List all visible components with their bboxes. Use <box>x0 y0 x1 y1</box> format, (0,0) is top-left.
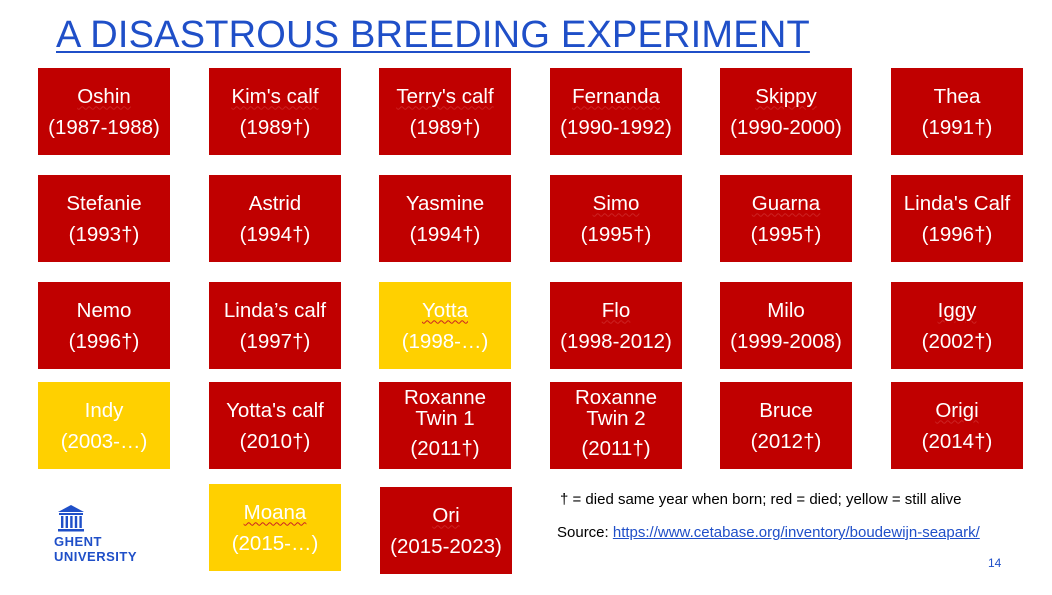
animal-name: Origi <box>935 398 979 422</box>
logo-line-2: UNIVERSITY <box>54 549 138 564</box>
animal-card: Iggy (2002†) <box>891 282 1023 369</box>
animal-name: Skippy <box>755 84 817 108</box>
university-building-icon <box>58 505 84 532</box>
animal-card: Guarna (1995†) <box>720 175 852 262</box>
animal-years: (1990-1992) <box>560 115 672 139</box>
animal-card: Linda’s calf (1997†) <box>209 282 341 369</box>
animal-card: Ori (2015-2023) <box>380 487 512 574</box>
ghent-university-logo: GHENT UNIVERSITY <box>54 504 137 564</box>
animal-name: Yotta's calf <box>226 398 324 422</box>
animal-years: (1997†) <box>239 329 311 353</box>
animal-card: Stefanie (1993†) <box>38 175 170 262</box>
animal-years: (1994†) <box>409 222 481 246</box>
animal-years: (2010†) <box>239 429 311 453</box>
animal-years: (1989†) <box>239 115 311 139</box>
animal-years: (2012†) <box>750 429 822 453</box>
animal-name: Yotta <box>422 298 468 322</box>
animal-years: (1987-1988) <box>48 115 160 139</box>
animal-years: (1994†) <box>239 222 311 246</box>
animal-years: (1999-2008) <box>730 329 842 353</box>
animal-years: (1989†) <box>409 115 481 139</box>
legend-text: † = died same year when born; red = died… <box>560 491 962 508</box>
animal-years: (2015-…) <box>231 531 319 555</box>
animal-years: (1991†) <box>921 115 993 139</box>
animal-years: (2003-…) <box>60 429 148 453</box>
animal-name: Ori <box>432 503 460 527</box>
animal-card: Flo (1998-2012) <box>550 282 682 369</box>
animal-name: Flo <box>601 298 631 322</box>
animal-name: Roxanne Twin 2 <box>574 386 658 430</box>
animal-years: (2002†) <box>921 329 993 353</box>
animal-years: (1998-…) <box>401 329 489 353</box>
animal-years: (1996†) <box>921 222 993 246</box>
animal-name: Fernanda <box>572 84 660 108</box>
animal-card: Terry's calf (1989†) <box>379 68 511 155</box>
animal-card: Oshin (1987-1988) <box>38 68 170 155</box>
animal-name: Bruce <box>759 398 813 422</box>
animal-name: Terry's calf <box>396 84 494 108</box>
animal-name: Astrid <box>248 191 302 215</box>
animal-card: Thea (1991†) <box>891 68 1023 155</box>
slide-title: A DISASTROUS BREEDING EXPERIMENT <box>56 14 810 56</box>
animal-years: (1998-2012) <box>560 329 672 353</box>
animal-card: Indy (2003-…) <box>38 382 170 469</box>
animal-years: (2011†) <box>581 437 651 460</box>
animal-card: Moana (2015-…) <box>209 484 341 571</box>
animal-years: (2011†) <box>410 437 480 460</box>
animal-card: Yotta's calf (2010†) <box>209 382 341 469</box>
animal-card: Bruce (2012†) <box>720 382 852 469</box>
animal-card: Origi (2014†) <box>891 382 1023 469</box>
source-line: Source: https://www.cetabase.org/invento… <box>557 524 980 541</box>
animal-card: Kim's calf (1989†) <box>209 68 341 155</box>
logo-line-1: GHENT <box>54 534 102 549</box>
animal-name: Guarna <box>751 191 821 215</box>
animal-name: Kim's calf <box>231 84 319 108</box>
animal-card: Yasmine (1994†) <box>379 175 511 262</box>
animal-card: Skippy (1990-2000) <box>720 68 852 155</box>
animal-name: Iggy <box>937 298 977 322</box>
animal-card: Simo (1995†) <box>550 175 682 262</box>
animal-years: (2015-2023) <box>390 534 502 558</box>
animal-name: Linda’s calf <box>223 298 327 322</box>
animal-card: Yotta (1998-…) <box>379 282 511 369</box>
animal-years: (1995†) <box>580 222 652 246</box>
animal-years: (1996†) <box>68 329 140 353</box>
source-label: Source: <box>557 524 613 541</box>
animal-name: Indy <box>84 398 124 422</box>
animal-name: Stefanie <box>66 191 142 215</box>
animal-card: Fernanda (1990-1992) <box>550 68 682 155</box>
animal-name: Nemo <box>76 298 132 322</box>
animal-card: Roxanne Twin 1 (2011†) <box>379 382 511 469</box>
animal-years: (1995†) <box>750 222 822 246</box>
animal-name: Moana <box>243 500 307 524</box>
legend-note: † = died same year when born; red = died… <box>560 491 961 508</box>
animal-name: Oshin <box>77 84 131 108</box>
animal-years: (1993†) <box>68 222 140 246</box>
animal-name: Milo <box>767 298 805 322</box>
page-number: 14 <box>988 556 1002 570</box>
animal-name: Linda's Calf <box>903 191 1011 215</box>
animal-card: Linda's Calf (1996†) <box>891 175 1023 262</box>
animal-card: Astrid (1994†) <box>209 175 341 262</box>
animal-card: Milo (1999-2008) <box>720 282 852 369</box>
source-link[interactable]: https://www.cetabase.org/inventory/boude… <box>612 524 980 541</box>
animal-years: (1990-2000) <box>730 115 842 139</box>
animal-name: Simo <box>592 191 640 215</box>
animal-card: Roxanne Twin 2 (2011†) <box>550 382 682 469</box>
animal-years: (2014†) <box>921 429 993 453</box>
animal-name: Thea <box>933 84 981 108</box>
animal-name: Yasmine <box>405 191 485 215</box>
animal-card: Nemo (1996†) <box>38 282 170 369</box>
animal-name: Roxanne Twin 1 <box>403 386 487 430</box>
